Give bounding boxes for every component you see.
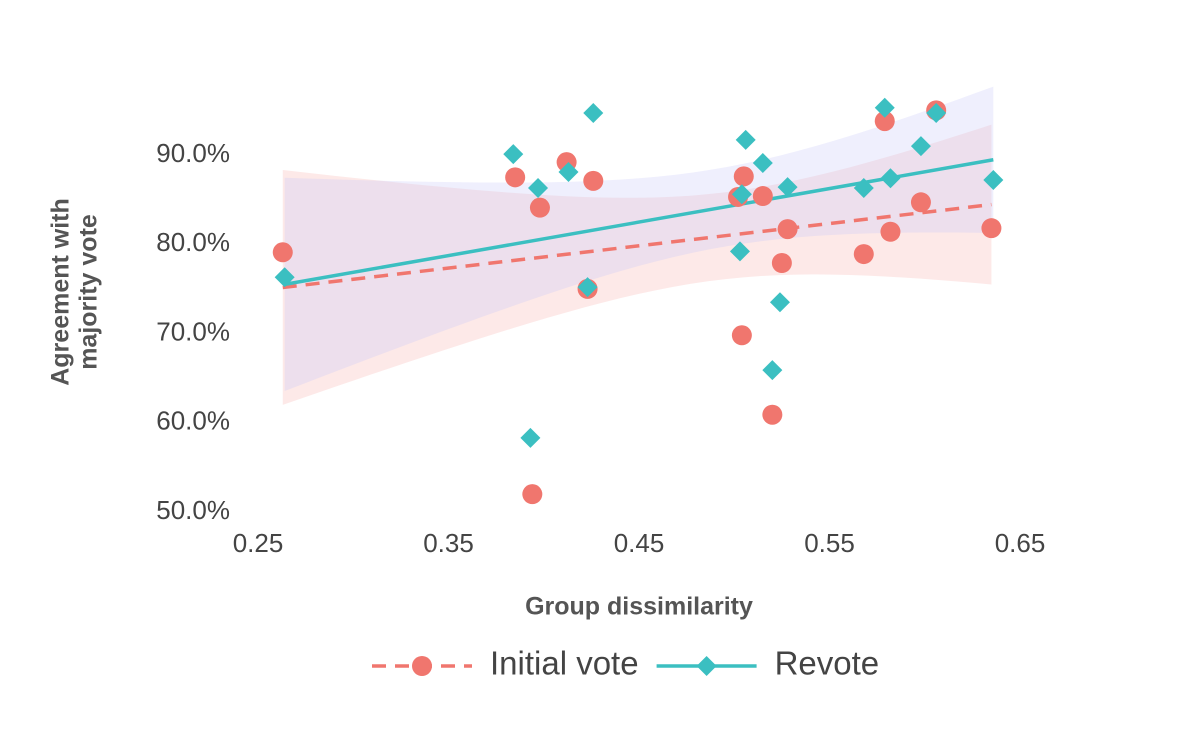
point <box>520 427 541 448</box>
point <box>771 252 792 273</box>
fit-line <box>282 202 992 290</box>
point <box>874 97 895 118</box>
legend-label: Initial vote <box>490 645 639 682</box>
legend-marker <box>412 656 432 676</box>
confidence-band <box>282 124 992 405</box>
point <box>505 167 526 188</box>
point <box>752 186 773 207</box>
point <box>503 144 524 165</box>
point <box>910 192 931 213</box>
point <box>777 177 798 198</box>
point <box>583 103 604 124</box>
point <box>880 168 901 189</box>
point <box>880 221 901 242</box>
point <box>577 277 598 298</box>
point <box>762 360 783 381</box>
x-tick-label: 0.65 <box>995 528 1046 558</box>
y-tick-label: 50.0% <box>156 495 230 525</box>
legend-marker <box>696 656 717 676</box>
point <box>529 197 550 218</box>
point <box>731 184 752 205</box>
y-axis-label-line: Agreement with <box>47 198 75 386</box>
point <box>777 219 798 240</box>
point <box>729 241 750 262</box>
point <box>558 161 579 182</box>
y-tick-label: 60.0% <box>156 406 230 436</box>
point <box>853 244 874 265</box>
y-tick-label: 90.0% <box>156 138 230 168</box>
y-tick-label: 70.0% <box>156 316 230 346</box>
x-tick-label: 0.55 <box>804 528 855 558</box>
y-axis-label: Agreement with majority vote <box>47 198 103 386</box>
point <box>910 136 931 157</box>
confidence-band <box>284 86 994 392</box>
point <box>731 325 752 346</box>
point <box>983 169 1004 190</box>
point <box>583 170 604 191</box>
point <box>762 404 783 425</box>
point <box>926 103 947 124</box>
point <box>733 166 754 187</box>
x-tick-label: 0.35 <box>423 528 474 558</box>
fit-line <box>284 158 994 287</box>
y-axis-label-line: majority vote <box>75 214 103 370</box>
point <box>769 292 790 313</box>
legend-label: Revote <box>775 645 880 682</box>
point <box>272 242 293 263</box>
point <box>522 484 543 505</box>
point <box>528 178 549 199</box>
point <box>981 218 1002 239</box>
y-tick-label: 80.0% <box>156 227 230 257</box>
point <box>752 153 773 174</box>
x-tick-label: 0.25 <box>233 528 284 558</box>
x-tick-label: 0.45 <box>614 528 665 558</box>
point <box>735 129 756 150</box>
point <box>853 178 874 199</box>
point <box>274 267 295 288</box>
x-axis-label: Group dissimilarity <box>525 593 753 621</box>
point <box>874 111 895 132</box>
